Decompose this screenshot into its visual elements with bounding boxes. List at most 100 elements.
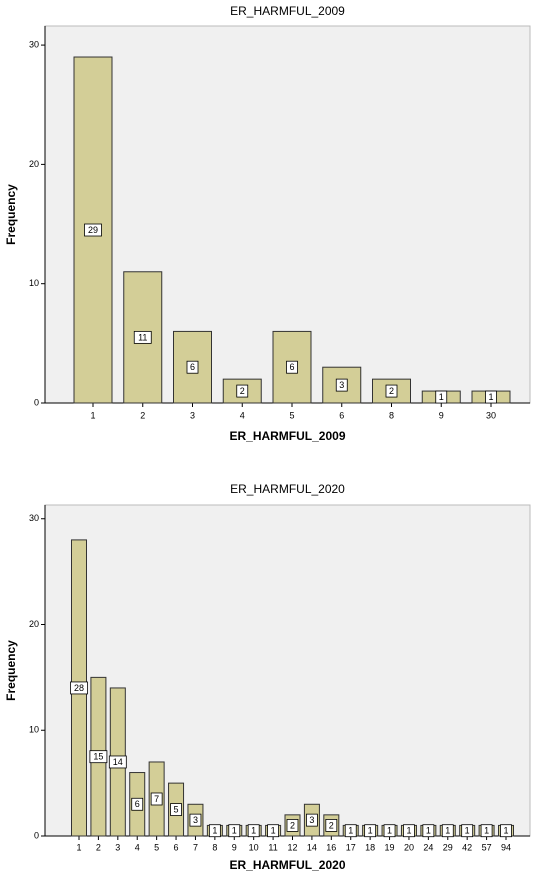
x-tick-label: 9 — [439, 410, 444, 420]
y-tick-label: 0 — [34, 830, 39, 840]
data-label: 1 — [348, 826, 353, 836]
x-tick-label: 94 — [501, 842, 511, 852]
plot-area — [44, 504, 531, 837]
x-tick-label: 4 — [240, 410, 245, 420]
x-tick-label: 19 — [385, 842, 395, 852]
data-label: 6 — [289, 362, 294, 372]
x-tick-label: 24 — [423, 842, 433, 852]
data-label: 1 — [488, 392, 493, 402]
data-label: 1 — [439, 392, 444, 402]
x-tick-label: 2 — [96, 842, 101, 852]
data-label-box — [170, 803, 182, 816]
data-label: 14 — [113, 757, 123, 767]
data-label: 7 — [154, 794, 159, 804]
data-label: 6 — [135, 799, 140, 809]
x-tick-label: 14 — [307, 842, 317, 852]
data-label: 3 — [339, 380, 344, 390]
x-tick-label: 5 — [289, 410, 294, 420]
data-label: 2 — [329, 820, 334, 830]
data-label: 1 — [212, 826, 217, 836]
data-label: 2 — [290, 820, 295, 830]
x-tick-label: 12 — [287, 842, 297, 852]
x-tick-label: 30 — [486, 410, 496, 420]
data-label-box — [286, 360, 298, 374]
data-label-box — [70, 681, 88, 695]
data-label-box — [325, 819, 338, 832]
x-tick-label: 11 — [268, 842, 277, 852]
data-label: 1 — [368, 826, 373, 836]
data-label-box — [133, 330, 152, 344]
data-label: 1 — [426, 826, 431, 836]
x-tick-label: 9 — [232, 842, 237, 852]
y-tick-label: 20 — [29, 619, 39, 629]
data-label: 11 — [138, 332, 147, 342]
x-tick-label: 3 — [190, 410, 195, 420]
x-tick-label: 42 — [462, 842, 472, 852]
data-label-box — [461, 824, 474, 838]
data-label: 1 — [271, 826, 276, 836]
data-label-box — [247, 824, 260, 838]
data-label-box — [385, 384, 398, 398]
x-tick-label: 57 — [482, 842, 492, 852]
data-label: 1 — [503, 826, 508, 836]
x-axis-label: ER_HARMFUL_2020 — [229, 858, 345, 872]
data-label-box — [150, 792, 163, 806]
data-label-box — [89, 750, 108, 764]
data-label: 29 — [88, 225, 98, 235]
x-tick-label: 16 — [326, 842, 336, 852]
data-label: 2 — [240, 386, 245, 396]
data-label-box — [186, 360, 199, 374]
y-tick-label: 30 — [29, 513, 39, 523]
x-tick-label: 1 — [90, 410, 95, 420]
x-tick-label: 5 — [154, 842, 159, 852]
x-tick-label: 20 — [404, 842, 414, 852]
chart-title: ER_HARMFUL_2020 — [230, 482, 345, 496]
data-label: 1 — [387, 826, 392, 836]
x-tick-label: 10 — [249, 842, 259, 852]
data-label: 3 — [309, 815, 314, 825]
x-tick-label: 6 — [339, 410, 344, 420]
x-tick-label: 18 — [365, 842, 375, 852]
y-tick-label: 20 — [29, 159, 39, 169]
data-label: 3 — [193, 815, 198, 825]
data-label-box — [286, 819, 299, 832]
data-label-box — [335, 378, 348, 392]
data-label-box — [131, 797, 144, 811]
data-label-box — [228, 824, 241, 838]
x-tick-label: 4 — [135, 842, 140, 852]
y-tick-label: 10 — [29, 725, 39, 735]
y-tick-label: 30 — [29, 39, 39, 49]
x-tick-label: 7 — [193, 842, 198, 852]
data-label-box — [84, 223, 102, 237]
data-label-box — [344, 824, 357, 838]
data-label-box — [189, 813, 202, 827]
y-tick-label: 10 — [29, 278, 39, 288]
y-tick-label: 0 — [34, 397, 39, 407]
data-label: 15 — [93, 752, 103, 762]
data-label-box — [403, 824, 415, 838]
x-tick-label: 2 — [140, 410, 145, 420]
x-tick-label: 1 — [76, 842, 81, 852]
data-label: 1 — [251, 826, 256, 836]
data-label-box — [306, 813, 318, 827]
data-label: 5 — [174, 804, 179, 814]
x-axis-label: ER_HARMFUL_2009 — [229, 429, 345, 443]
x-tick-label: 8 — [212, 842, 217, 852]
data-label: 6 — [190, 362, 195, 372]
data-label: 1 — [465, 826, 470, 836]
data-label-box — [383, 824, 396, 838]
data-label-box — [441, 824, 454, 838]
data-label: 2 — [389, 386, 394, 396]
data-label-box — [108, 755, 127, 769]
y-axis-label: Frequency — [4, 640, 18, 701]
data-label-box — [236, 384, 249, 398]
data-label-box — [208, 824, 221, 838]
x-tick-label: 8 — [389, 410, 394, 420]
data-label-box — [480, 824, 493, 838]
chart-title: ER_HARMFUL_2009 — [230, 4, 345, 18]
data-label-box — [267, 824, 279, 838]
data-label: 28 — [74, 683, 84, 693]
x-tick-label: 17 — [346, 842, 356, 852]
x-tick-label: 29 — [443, 842, 453, 852]
